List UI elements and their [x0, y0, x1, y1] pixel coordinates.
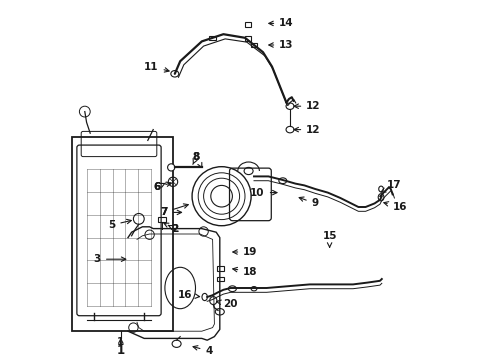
Text: 1: 1: [117, 344, 125, 357]
Bar: [158, 217, 166, 222]
Text: 6: 6: [153, 182, 166, 192]
Text: 9: 9: [299, 197, 318, 208]
Text: 17: 17: [381, 180, 402, 192]
Bar: [251, 43, 257, 47]
Text: 4: 4: [193, 346, 213, 356]
Text: 5: 5: [108, 219, 131, 230]
Circle shape: [168, 164, 175, 171]
Text: 16: 16: [384, 202, 407, 212]
Bar: [209, 36, 216, 40]
Text: 8: 8: [193, 152, 200, 165]
Text: 19: 19: [233, 247, 258, 257]
Text: 20: 20: [217, 299, 238, 309]
Text: 16: 16: [178, 290, 199, 300]
Text: 8: 8: [193, 152, 202, 167]
Text: 14: 14: [269, 18, 294, 28]
Text: 12: 12: [294, 125, 320, 135]
Bar: [245, 36, 251, 41]
Text: 13: 13: [269, 40, 294, 50]
Text: 2: 2: [168, 224, 178, 234]
Bar: [245, 22, 251, 27]
Text: 1: 1: [117, 337, 124, 347]
Text: 12: 12: [294, 101, 320, 111]
Text: 15: 15: [322, 231, 337, 247]
Text: 7: 7: [160, 207, 182, 217]
Text: 3: 3: [94, 254, 126, 264]
Text: 18: 18: [233, 267, 258, 277]
Text: 11: 11: [144, 62, 169, 72]
Bar: [217, 277, 224, 282]
Bar: [217, 266, 224, 271]
Text: 2: 2: [164, 223, 178, 234]
Text: 7: 7: [160, 204, 188, 217]
Text: 6: 6: [153, 182, 171, 192]
Text: 10: 10: [250, 188, 277, 198]
Bar: [72, 137, 173, 331]
